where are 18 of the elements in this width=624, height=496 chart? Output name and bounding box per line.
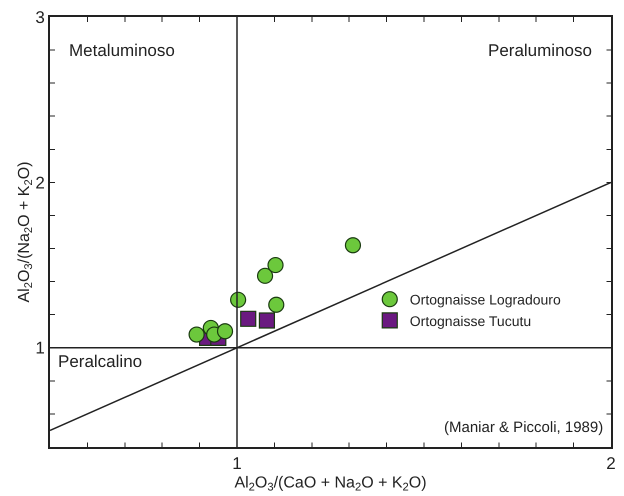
y-tick-label: 3 — [35, 8, 45, 27]
y-tick-label: 2 — [35, 173, 45, 192]
point — [344, 237, 362, 254]
point — [256, 268, 274, 284]
point — [267, 256, 284, 274]
point — [258, 312, 276, 329]
annotation: (Maniar & Piccoli, 1989) — [444, 419, 604, 436]
point — [188, 326, 205, 343]
legend-label: Ortognaisse Logradouro — [410, 292, 561, 308]
legend-label: Ortognaisse Tucutu — [410, 312, 532, 329]
point — [240, 310, 256, 327]
y-tick-label: 1 — [35, 338, 45, 358]
point — [216, 323, 234, 340]
annotation: Metaluminoso — [69, 41, 175, 60]
point — [268, 296, 284, 313]
text: Al$_{2}$O$_{3}$/(CaO + Na$_{2}$O + K$_{2}$O) — [234, 474, 427, 494]
annotation: Peralcalino — [58, 352, 142, 371]
annotation: Peraluminoso — [488, 41, 592, 60]
